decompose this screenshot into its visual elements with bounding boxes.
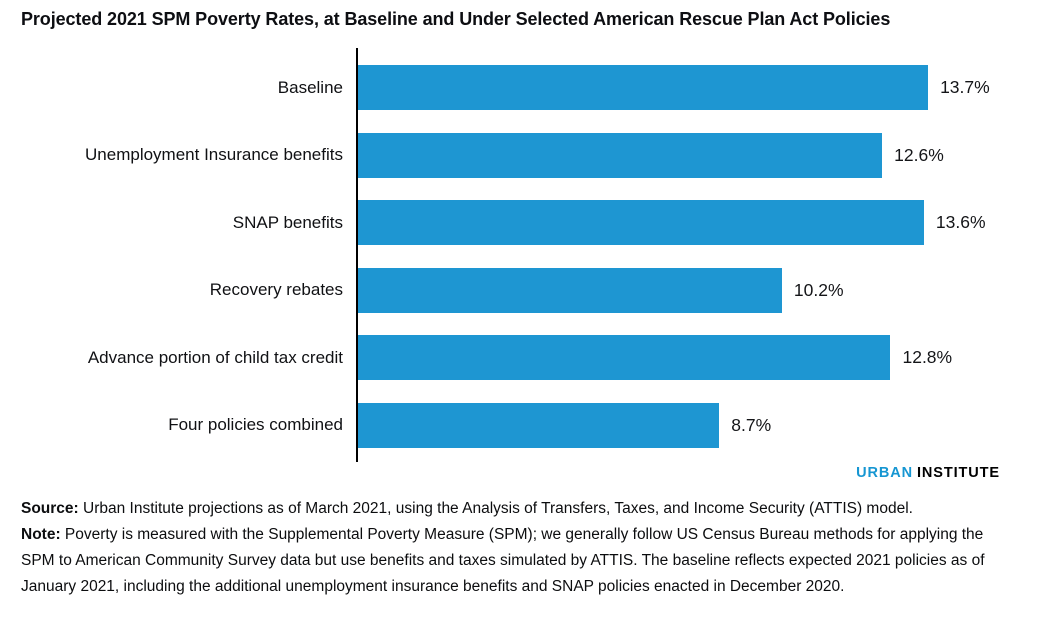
bar-track: 12.8% <box>356 335 1045 380</box>
category-label: Recovery rebates <box>209 280 343 299</box>
bar-track: 8.7% <box>356 402 1045 448</box>
note-text: Poverty is measured with the Supplementa… <box>21 526 985 595</box>
chart-row: Unemployment Insurance benefits 12.6% <box>0 121 1045 189</box>
chart-row: Four policies combined 8.7% <box>0 391 1045 459</box>
source-text: Urban Institute projections as of March … <box>78 500 913 517</box>
brand-institute-text: INSTITUTE <box>916 465 1000 481</box>
chart-row: Baseline 13.7% <box>0 54 1045 122</box>
note-line: Note: Poverty is measured with the Suppl… <box>21 522 1013 600</box>
brand-urban-text: URBAN <box>856 465 913 481</box>
bar <box>356 267 782 313</box>
source-label: Source: <box>21 500 79 517</box>
bar-track: 13.7% <box>356 65 1045 110</box>
value-label: 12.8% <box>902 347 953 367</box>
note-label: Note: <box>21 526 61 543</box>
urban-institute-logo: URBAN INSTITUTE <box>856 465 1000 481</box>
category-label: Unemployment Insurance benefits <box>85 145 343 164</box>
value-label: 10.2% <box>793 279 844 300</box>
value-label: 12.6% <box>894 144 944 165</box>
bar <box>356 65 929 110</box>
chart-title: Projected 2021 SPM Poverty Rates, at Bas… <box>21 9 891 29</box>
bar <box>356 132 883 178</box>
chart-rows: Baseline 13.7% Unemployment Insurance bene… <box>0 54 1045 459</box>
value-label: 8.7% <box>731 414 772 435</box>
source-line: Source: Urban Institute projections as o… <box>21 496 1013 522</box>
footer-notes: Source: Urban Institute projections as o… <box>21 496 1013 600</box>
bar-track: 12.6% <box>356 132 1045 178</box>
chart-row: Advance portion of child tax credit 12.8% <box>0 324 1045 392</box>
category-label: Baseline <box>277 77 343 97</box>
bar-track: 13.6% <box>356 200 1045 245</box>
y-axis-line <box>356 48 358 462</box>
value-label: 13.7% <box>940 77 990 97</box>
chart-row: SNAP benefits 13.6% <box>0 189 1045 257</box>
bar-chart: Baseline 13.7% Unemployment Insurance bene… <box>0 48 1045 462</box>
category-label: Advance portion of child tax credit <box>87 347 343 367</box>
category-label: Four policies combined <box>168 415 343 434</box>
bar-track: 10.2% <box>356 267 1045 313</box>
chart-row: Recovery rebates 10.2% <box>0 256 1045 324</box>
bar <box>356 200 924 245</box>
category-label: SNAP benefits <box>232 212 343 232</box>
bar <box>356 335 891 380</box>
value-label: 13.6% <box>935 212 986 232</box>
bar <box>356 402 720 448</box>
